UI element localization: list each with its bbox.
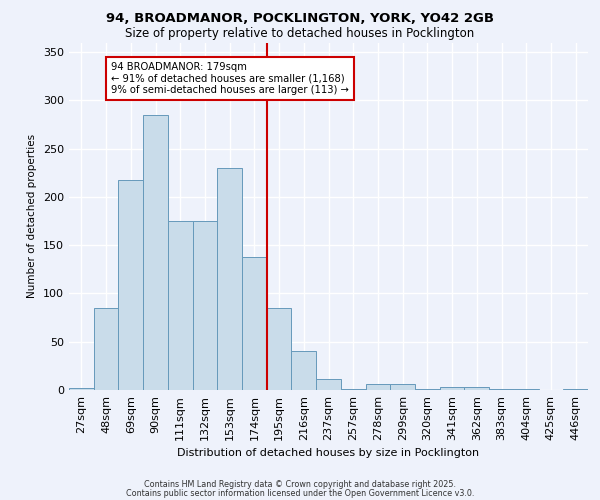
Bar [464,387,489,390]
Bar [168,221,193,390]
Bar [217,168,242,390]
Bar [69,388,94,390]
X-axis label: Distribution of detached houses by size in Pocklington: Distribution of detached houses by size … [178,448,479,458]
Bar [415,389,440,390]
Text: Contains public sector information licensed under the Open Government Licence v3: Contains public sector information licen… [126,490,474,498]
Bar [193,221,217,390]
Bar [316,380,341,390]
Bar [292,352,316,390]
Bar [440,387,464,390]
Bar [563,389,588,390]
Text: Contains HM Land Registry data © Crown copyright and database right 2025.: Contains HM Land Registry data © Crown c… [144,480,456,489]
Bar [118,180,143,390]
Y-axis label: Number of detached properties: Number of detached properties [28,134,37,298]
Text: 94 BROADMANOR: 179sqm
← 91% of detached houses are smaller (1,168)
9% of semi-de: 94 BROADMANOR: 179sqm ← 91% of detached … [111,62,349,95]
Bar [341,389,365,390]
Bar [514,389,539,390]
Bar [365,384,390,390]
Bar [242,257,267,390]
Text: Size of property relative to detached houses in Pocklington: Size of property relative to detached ho… [125,28,475,40]
Bar [390,384,415,390]
Bar [489,389,514,390]
Bar [94,308,118,390]
Text: 94, BROADMANOR, POCKLINGTON, YORK, YO42 2GB: 94, BROADMANOR, POCKLINGTON, YORK, YO42 … [106,12,494,26]
Bar [267,308,292,390]
Bar [143,115,168,390]
